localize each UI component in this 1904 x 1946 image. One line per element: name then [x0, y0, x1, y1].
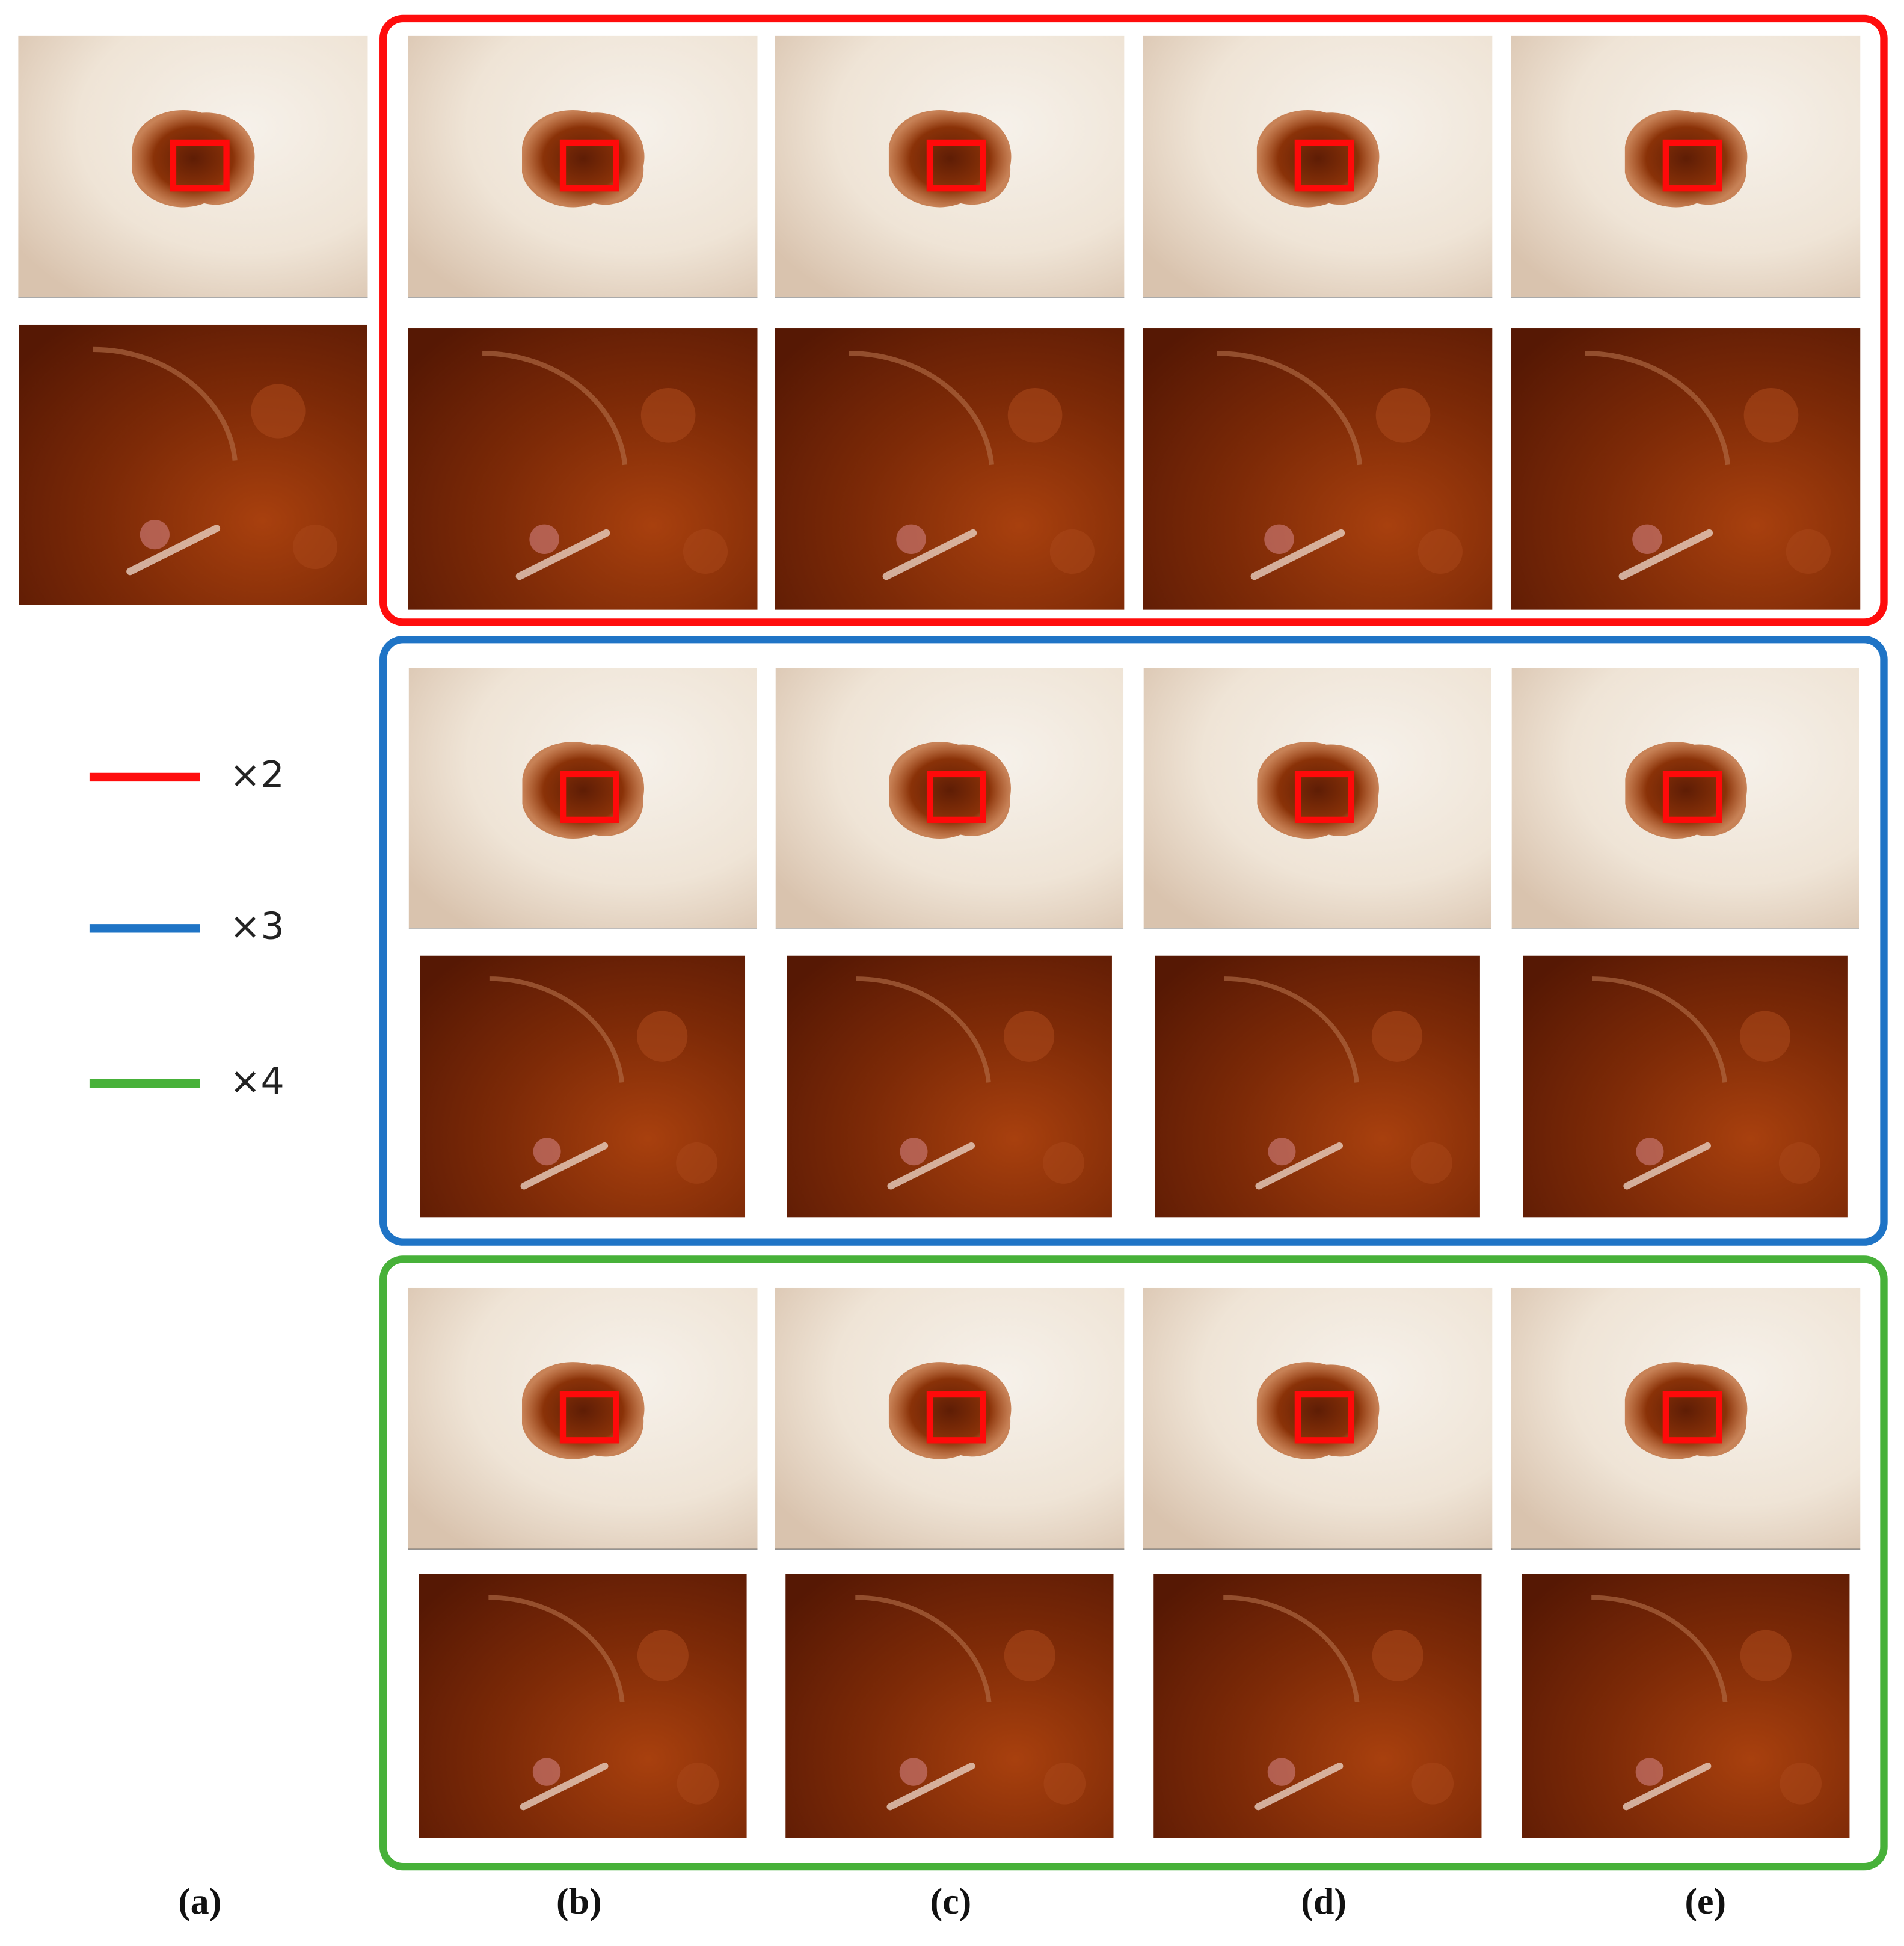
- zoom-image: [408, 328, 757, 610]
- scale-frame: [379, 1255, 1888, 1871]
- zoom-image: [1155, 956, 1480, 1218]
- column-label: (c): [930, 1881, 972, 1922]
- legend-label: ×3: [230, 904, 284, 947]
- full-image: [1144, 668, 1491, 929]
- legend-label: ×2: [230, 753, 284, 796]
- scale-frame: [379, 14, 1888, 626]
- full-image: [409, 668, 757, 929]
- full-image: [408, 36, 757, 298]
- column-label: (b): [556, 1881, 602, 1922]
- zoom-image: [1143, 328, 1492, 610]
- legend-label: ×4: [230, 1059, 284, 1103]
- zoom-image: [419, 1574, 746, 1838]
- scale-frame: [379, 636, 1888, 1246]
- full-image: [1143, 1288, 1492, 1550]
- zoom-image: [1523, 956, 1848, 1218]
- zoom-image: [775, 328, 1124, 610]
- full-image: [408, 1288, 757, 1550]
- zoom-image: [787, 956, 1112, 1218]
- zoom-image: [420, 956, 745, 1218]
- zoom-image: [1522, 1574, 1849, 1838]
- column-label: (e): [1684, 1881, 1726, 1922]
- zoom-image: [1511, 328, 1860, 610]
- full-image: [18, 36, 367, 298]
- zoom-image: [1153, 1574, 1481, 1838]
- zoom-image: [785, 1574, 1113, 1838]
- full-image: [775, 36, 1124, 298]
- full-image: [1511, 36, 1860, 298]
- full-image: [1511, 1288, 1860, 1550]
- image-grid: [18, 36, 367, 605]
- full-image: [776, 668, 1123, 929]
- full-image: [1143, 36, 1492, 298]
- full-image: [1512, 668, 1859, 929]
- zoom-image: [19, 325, 367, 605]
- column-label: (d): [1301, 1881, 1347, 1922]
- column-label: (a): [178, 1881, 221, 1922]
- full-image: [775, 1288, 1124, 1550]
